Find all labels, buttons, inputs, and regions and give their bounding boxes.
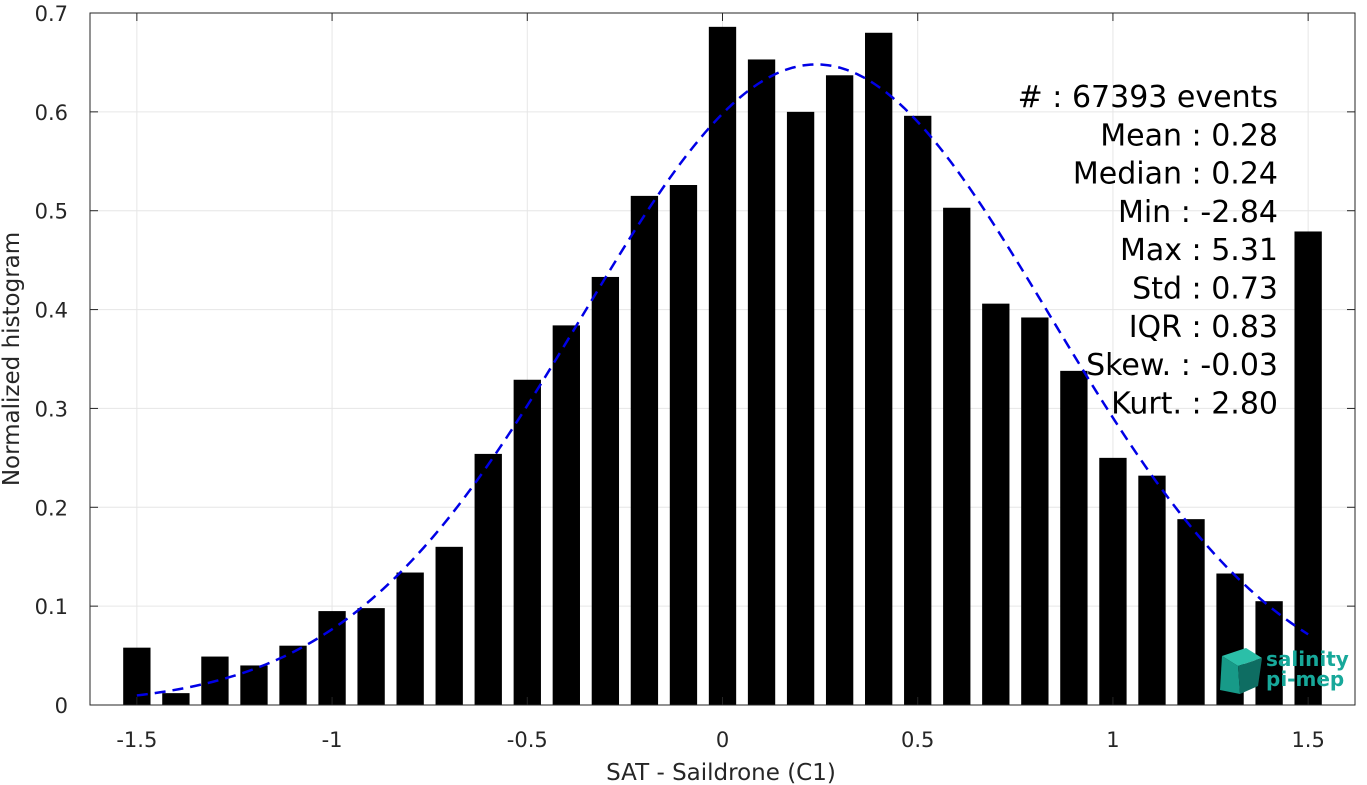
histogram-bar (1060, 370, 1088, 705)
stat-label: Max (1120, 233, 1192, 268)
stat-label: # (1018, 80, 1053, 115)
logo-text-line2: pi-mep (1266, 667, 1344, 691)
histogram-bar (1099, 457, 1127, 705)
histogram-bar (513, 379, 541, 705)
stat-label: Kurt. (1111, 386, 1191, 421)
logo-cube-icon (1220, 648, 1262, 694)
x-tick-label: -1 (322, 728, 343, 752)
y-tick-label: 0.5 (35, 200, 68, 224)
stat-line: Skew. : -0.03 (1086, 348, 1278, 383)
stat-line: Std : 0.73 (1132, 272, 1278, 307)
histogram-bar (552, 325, 580, 705)
stat-label: Skew. (1086, 348, 1181, 383)
y-tick-label: 0.6 (35, 101, 68, 125)
histogram-bar (982, 303, 1010, 705)
y-tick-label: 0.3 (35, 397, 68, 421)
stat-value: : 0.83 (1192, 310, 1278, 345)
stat-value: : -2.84 (1181, 195, 1278, 230)
histogram-bar (1138, 475, 1166, 705)
histogram-bar (1021, 317, 1049, 705)
histogram-bar (162, 693, 190, 705)
stat-value: : 2.80 (1192, 386, 1278, 421)
x-axis-label: SAT - Saildrone (C1) (606, 760, 836, 785)
histogram-bar (435, 546, 463, 705)
salinity-pi-mep-logo: salinity pi-mep (1220, 647, 1349, 694)
stat-value: : 0.24 (1192, 157, 1278, 192)
stat-line: Median : 0.24 (1073, 157, 1278, 192)
stat-value: : -0.03 (1181, 348, 1278, 383)
gaussian-fit-curve (136, 63, 1309, 697)
stat-label: Std (1132, 272, 1191, 307)
stat-label: IQR (1129, 310, 1192, 345)
histogram-bar (318, 611, 346, 705)
y-tick-label: 0.7 (35, 2, 68, 26)
x-tick-label: 0.5 (901, 728, 934, 752)
stat-label: Mean (1100, 118, 1191, 153)
stat-line: # : 67393 events (1018, 80, 1278, 115)
histogram-bar (396, 572, 424, 705)
x-tick-label: 0 (716, 728, 729, 752)
histogram-bar (825, 75, 854, 705)
histogram-bar (865, 32, 893, 706)
histogram-bar (1255, 601, 1283, 705)
y-tick-label: 0.4 (35, 299, 68, 323)
x-tick-label: 1.5 (1291, 728, 1324, 752)
histogram-bar (1294, 231, 1322, 705)
histogram-bar (669, 185, 698, 706)
stat-label: Median (1073, 157, 1192, 192)
logo-text-line1: salinity (1266, 647, 1349, 671)
y-tick-labels: 0 0.1 0.2 0.3 0.4 0.5 0.6 0.7 (35, 2, 68, 718)
stat-line: Min : -2.84 (1118, 195, 1278, 230)
histogram-bar (747, 59, 776, 706)
histogram-bar (904, 115, 932, 706)
histogram-bar (591, 276, 620, 705)
histogram-bar (123, 647, 151, 705)
histogram-bar (708, 26, 737, 705)
ticks (90, 12, 1355, 706)
stat-value: : 5.31 (1192, 233, 1278, 268)
histogram-bar (786, 111, 815, 706)
y-tick-label: 0.1 (35, 595, 68, 619)
x-tick-labels: -1.5 -1 -0.5 0 0.5 1 1.5 (116, 728, 1324, 752)
stat-line: Kurt. : 2.80 (1111, 386, 1278, 421)
histogram-bar (630, 195, 659, 705)
y-axis-label: Normalized histogram (0, 232, 25, 486)
stat-value: : 0.28 (1192, 118, 1278, 153)
x-tick-label: -0.5 (507, 728, 548, 752)
stat-value: : 0.73 (1192, 272, 1278, 307)
stat-value: : 67393 events (1052, 80, 1278, 115)
y-tick-label: 0.2 (35, 496, 68, 520)
x-tick-label: -1.5 (116, 728, 157, 752)
histogram-bar (1177, 519, 1205, 705)
stat-line: Mean : 0.28 (1100, 118, 1278, 153)
stat-line: Max : 5.31 (1120, 233, 1278, 268)
histogram-bar (474, 453, 502, 705)
histogram-bar (357, 608, 385, 705)
x-tick-label: 1 (1106, 728, 1119, 752)
stat-line: IQR : 0.83 (1129, 310, 1278, 345)
y-tick-label: 0 (55, 694, 68, 718)
histogram-bar (279, 645, 307, 705)
stat-label: Min (1118, 195, 1181, 230)
histogram-bar (943, 207, 971, 705)
